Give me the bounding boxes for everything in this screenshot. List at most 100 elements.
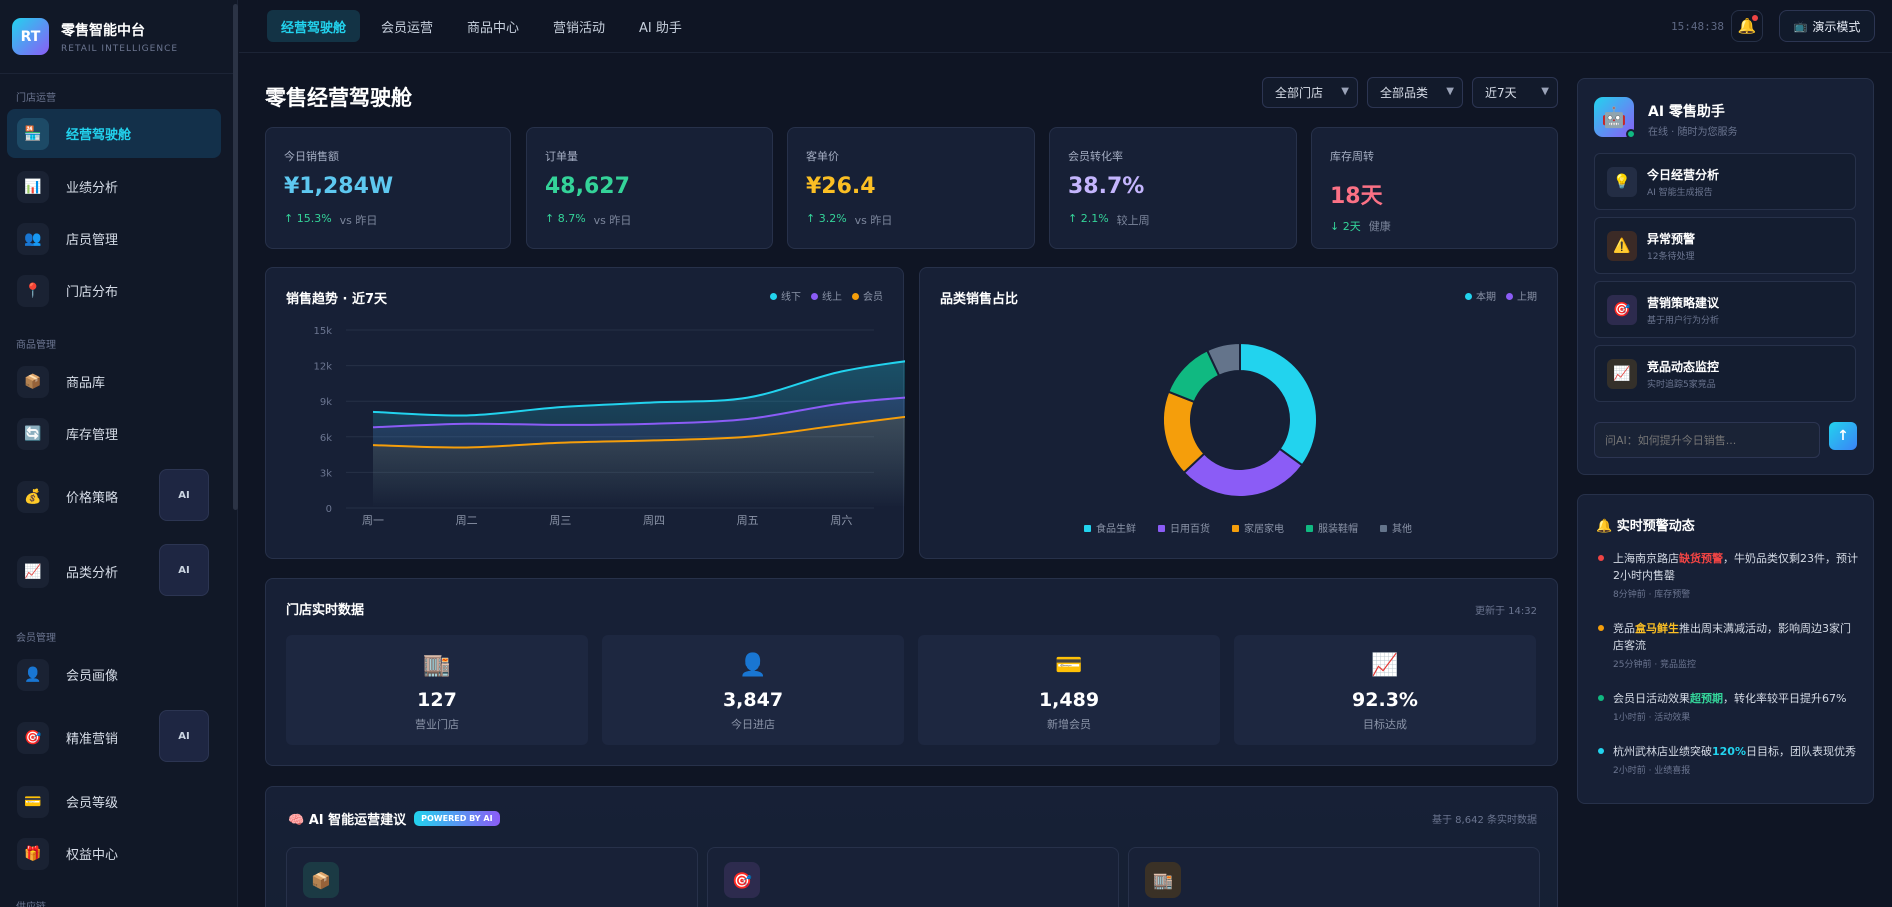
assistant-item-marketing-strategy[interactable]: 🎯 营销策略建议 基于用户行为分析 bbox=[1594, 281, 1856, 338]
metric-label: 今日进店 bbox=[731, 718, 775, 731]
brand[interactable]: RT 零售智能中台 RETAIL INTELLIGENCE bbox=[12, 18, 178, 55]
warning-icon: ⚠️ bbox=[1607, 231, 1637, 261]
legend-label[interactable]: 其他 bbox=[1392, 522, 1412, 535]
kpi-value: ¥1,284W bbox=[284, 174, 394, 199]
ai-assistant-panel: 🤖 AI 零售助手 在线 · 随时为您服务 💡 今日经营分析 AI 智能生成报告… bbox=[1577, 78, 1874, 475]
assistant-status: 在线 · 随时为您服务 bbox=[1648, 127, 1738, 138]
kpi-card-sales[interactable]: 今日销售额 ¥1,284W ↑ 15.3% vs 昨日 bbox=[265, 127, 511, 249]
assistant-item-anomaly-alert[interactable]: ⚠️ 异常预警 12条待处理 bbox=[1594, 217, 1856, 274]
legend-label[interactable]: 服装鞋帽 bbox=[1318, 522, 1358, 535]
metric-value: 127 bbox=[417, 689, 457, 711]
alert-item[interactable]: 会员日活动效果超预期，转化率较平日提升67% 1小时前 · 活动效果 bbox=[1598, 690, 1858, 723]
section-title: 门店实时数据 bbox=[286, 603, 365, 618]
pie-slice-其他[interactable] bbox=[1205, 341, 1241, 377]
metric-label: 新增会员 bbox=[1047, 718, 1091, 731]
alert-item[interactable]: 上海南京路店缺货预警，牛奶品类仅剩23件，预计2小时内售罄 8分钟前 · 库存预… bbox=[1598, 550, 1858, 600]
send-button[interactable]: ↑ bbox=[1829, 422, 1857, 450]
brand-name: 零售智能中台 bbox=[61, 22, 145, 39]
y-tick-label: 6k bbox=[320, 433, 332, 444]
item-subtitle: AI 智能生成报告 bbox=[1647, 188, 1713, 198]
gift-icon: 🎁 bbox=[17, 837, 49, 870]
kpi-change: ↑ 8.7% bbox=[545, 212, 586, 225]
alert-item[interactable]: 竞品盒马鲜生推出周末满减活动，影响周边3家门店客流 25分钟前 · 竞品监控 bbox=[1598, 620, 1858, 670]
legend-item[interactable]: 会员 bbox=[852, 288, 883, 303]
chart-title: 品类销售占比 bbox=[940, 292, 1019, 307]
assistant-input[interactable] bbox=[1594, 422, 1820, 458]
sidebar-item-inventory[interactable]: 🔄 库存管理 bbox=[7, 409, 221, 458]
assistant-item-daily-analysis[interactable]: 💡 今日经营分析 AI 智能生成报告 bbox=[1594, 153, 1856, 210]
sidebar-item-benefits[interactable]: 🎁 权益中心 bbox=[7, 829, 221, 878]
kpi-card-orders[interactable]: 订单量 48,627 ↑ 8.7% vs 昨日 bbox=[526, 127, 773, 249]
series-line-线上[interactable] bbox=[372, 395, 905, 429]
period-filter-select[interactable]: 近7天 ▼ bbox=[1472, 77, 1558, 108]
series-line-会员[interactable] bbox=[372, 413, 905, 449]
legend-swatch bbox=[1380, 525, 1387, 532]
sidebar-item-label: 品类分析 bbox=[66, 566, 119, 581]
alert-meta: 8分钟前 · 库存预警 bbox=[1613, 590, 1691, 600]
sidebar-item-category-analysis[interactable]: 📈 品类分析 AI bbox=[7, 544, 221, 596]
alert-meta: 25分钟前 · 竞品监控 bbox=[1613, 660, 1697, 670]
tab-dashboard[interactable]: 经营驾驶舱 bbox=[267, 10, 361, 42]
sidebar-item-member-profile[interactable]: 👤 会员画像 bbox=[7, 650, 221, 699]
nav-section-store-ops: 门店运营 bbox=[16, 93, 56, 104]
ai-badge: AI bbox=[159, 544, 209, 596]
demo-mode-label: 演示模式 bbox=[1812, 19, 1861, 34]
legend-label[interactable]: 家居家电 bbox=[1244, 522, 1284, 535]
kpi-change: ↑ 3.2% bbox=[806, 212, 847, 225]
pie-slice-家居家电[interactable] bbox=[1162, 390, 1206, 475]
robot-avatar: 🤖 bbox=[1594, 97, 1636, 139]
refresh-icon: 🔄 bbox=[17, 417, 49, 450]
series-line-线下[interactable] bbox=[372, 357, 905, 417]
kpi-change: ↑ 15.3% bbox=[284, 212, 332, 225]
tab-member-ops[interactable]: 会员运营 bbox=[381, 20, 434, 36]
store-metric-target[interactable]: 📈 92.3% 目标达成 bbox=[1234, 635, 1536, 745]
legend-label[interactable]: 日用百货 bbox=[1170, 522, 1210, 535]
ai-suggestion-card[interactable]: 🎯 bbox=[707, 847, 1119, 907]
sidebar-item-label: 店员管理 bbox=[66, 233, 119, 248]
store-realtime-card: 门店实时数据 更新于 14:32 🏬 127 营业门店 👤 3,847 今日进店… bbox=[265, 578, 1558, 766]
sidebar-scrollbar[interactable] bbox=[233, 4, 238, 510]
ai-suggestion-card[interactable]: 🏬 bbox=[1128, 847, 1540, 907]
sidebar-item-label: 商品库 bbox=[66, 376, 106, 391]
store-metric-visitors[interactable]: 👤 3,847 今日进店 bbox=[602, 635, 904, 745]
assistant-item-competitor-monitor[interactable]: 📈 竞品动态监控 实时追踪5家竞品 bbox=[1594, 345, 1856, 402]
lightbulb-icon: 💡 bbox=[1607, 167, 1637, 197]
legend-label[interactable]: 食品生鲜 bbox=[1096, 522, 1136, 535]
alert-item[interactable]: 杭州武林店业绩突破120%日目标，团队表现优秀 2小时前 · 业绩喜报 bbox=[1598, 743, 1858, 776]
kpi-card-inventory-turnover[interactable]: 库存周转 18天 ↓ 2天 健康 bbox=[1311, 127, 1558, 249]
category-filter-select[interactable]: 全部品类 ▼ bbox=[1367, 77, 1463, 108]
store-metric-new-members[interactable]: 💳 1,489 新增会员 bbox=[918, 635, 1220, 745]
store-icon: 🏪 bbox=[17, 117, 49, 150]
legend-item[interactable]: 线下 bbox=[770, 288, 801, 303]
sidebar-item-product-library[interactable]: 📦 商品库 bbox=[7, 357, 221, 406]
sidebar-item-member-level[interactable]: 💳 会员等级 bbox=[7, 777, 221, 826]
sidebar-item-precision-marketing[interactable]: 🎯 精准营销 AI bbox=[7, 710, 221, 762]
store-filter-select[interactable]: 全部门店 ▼ bbox=[1262, 77, 1358, 108]
tab-product-center[interactable]: 商品中心 bbox=[467, 20, 520, 36]
legend-item[interactable]: 本期 bbox=[1465, 288, 1496, 303]
legend-item[interactable]: 上期 bbox=[1506, 288, 1537, 303]
trend-chart-icon: 📈 bbox=[1607, 359, 1637, 389]
ai-suggestion-card[interactable]: 📦 bbox=[286, 847, 698, 907]
tab-marketing[interactable]: 营销活动 bbox=[553, 20, 606, 36]
kpi-card-avg-ticket[interactable]: 客单价 ¥26.4 ↑ 3.2% vs 昨日 bbox=[787, 127, 1035, 249]
item-subtitle: 12条待处理 bbox=[1647, 252, 1695, 262]
sidebar: RT 零售智能中台 RETAIL INTELLIGENCE 门店运营 🏪 经营驾… bbox=[0, 0, 238, 907]
notification-button[interactable]: 🔔 bbox=[1731, 10, 1763, 42]
alert-dot bbox=[1598, 695, 1604, 701]
arrow-up-icon: ↑ bbox=[1837, 428, 1849, 444]
sidebar-item-pricing[interactable]: 💰 价格策略 AI bbox=[7, 469, 221, 521]
legend-swatch bbox=[1232, 525, 1239, 532]
tab-ai-assistant[interactable]: AI 助手 bbox=[639, 20, 682, 36]
sidebar-item-performance[interactable]: 📊 业绩分析 bbox=[7, 162, 221, 211]
sidebar-item-store-map[interactable]: 📍 门店分布 bbox=[7, 266, 221, 315]
sidebar-item-staff[interactable]: 👥 店员管理 bbox=[7, 214, 221, 263]
sidebar-item-dashboard[interactable]: 🏪 经营驾驶舱 bbox=[7, 109, 221, 158]
demo-mode-button[interactable]: 📺 演示模式 bbox=[1779, 10, 1875, 42]
pie-slice-食品生鲜[interactable] bbox=[1239, 341, 1318, 467]
store-metric-open-stores[interactable]: 🏬 127 营业门店 bbox=[286, 635, 588, 745]
money-bag-icon: 💰 bbox=[17, 480, 49, 513]
legend-item[interactable]: 线上 bbox=[811, 288, 842, 303]
card-icon: 💳 bbox=[17, 785, 49, 818]
kpi-card-conversion[interactable]: 会员转化率 38.7% ↑ 2.1% 较上周 bbox=[1049, 127, 1297, 249]
